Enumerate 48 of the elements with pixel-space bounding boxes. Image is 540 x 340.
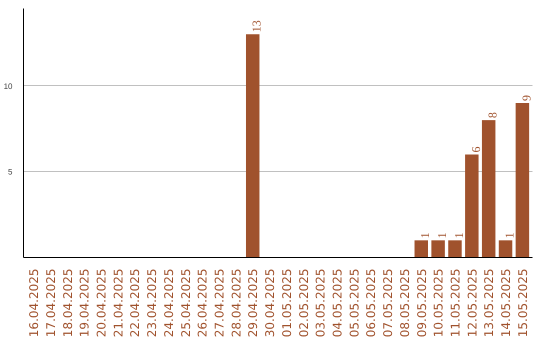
x-tick-label: 16.04.2025 xyxy=(27,268,42,338)
x-tick-label: 07.05.2025 xyxy=(381,268,396,338)
x-tick-label: 30.04.2025 xyxy=(263,268,278,338)
x-tick-label: 21.04.2025 xyxy=(111,268,126,338)
x-tick-label: 03.05.2025 xyxy=(314,268,328,338)
x-tick-label: 11.05.2025 xyxy=(448,268,462,338)
x-tick-label: 06.05.2025 xyxy=(364,268,378,338)
data-label: 8 xyxy=(486,112,500,118)
x-tick-label: 12.05.2025 xyxy=(465,268,480,338)
bar xyxy=(498,240,512,258)
data-label: 6 xyxy=(468,146,483,152)
bar xyxy=(246,34,260,258)
bar xyxy=(465,154,479,258)
x-tick-label: 24.04.2025 xyxy=(162,268,176,338)
bar xyxy=(414,240,428,258)
x-tick-label: 25.04.2025 xyxy=(178,268,193,338)
bar xyxy=(431,240,445,258)
x-tick-label: 18.04.2025 xyxy=(60,268,75,338)
x-tick-label: 17.04.2025 xyxy=(44,268,58,338)
x-tick-label: 15.05.2025 xyxy=(516,268,530,338)
y-tick-label: 5 xyxy=(8,168,14,177)
x-tick-label: 04.05.2025 xyxy=(330,268,344,338)
x-tick-label: 28.04.2025 xyxy=(229,268,244,338)
x-tick-label: 23.04.2025 xyxy=(145,268,160,338)
x-tick-label: 01.05.2025 xyxy=(280,268,294,338)
x-tick-label: 20.04.2025 xyxy=(94,268,109,338)
x-tick-label: 26.04.2025 xyxy=(196,268,210,338)
data-label: 1 xyxy=(502,232,517,238)
data-label: 1 xyxy=(452,232,466,238)
data-label: 13 xyxy=(250,20,264,32)
x-tick-label: 09.05.2025 xyxy=(414,268,429,338)
x-tick-label: 27.04.2025 xyxy=(212,268,227,338)
x-tick-label: 14.05.2025 xyxy=(499,268,514,338)
x-tick-label: 10.05.2025 xyxy=(432,268,446,338)
x-tick-label: 22.04.2025 xyxy=(128,268,142,338)
x-tick-label: 19.04.2025 xyxy=(78,268,92,338)
data-label: 1 xyxy=(435,232,450,238)
x-tick-label: 08.05.2025 xyxy=(398,268,412,338)
x-tick-label: 05.05.2025 xyxy=(347,268,362,338)
data-label: 9 xyxy=(519,94,534,101)
data-label: 1 xyxy=(418,232,432,238)
x-tick-label: 13.05.2025 xyxy=(482,268,496,338)
y-tick-label: 10 xyxy=(4,82,14,91)
bar xyxy=(516,102,530,258)
bar xyxy=(482,120,496,258)
x-tick-label: 02.05.2025 xyxy=(296,268,311,338)
x-tick-label: 29.04.2025 xyxy=(246,268,260,338)
bar xyxy=(448,240,462,258)
